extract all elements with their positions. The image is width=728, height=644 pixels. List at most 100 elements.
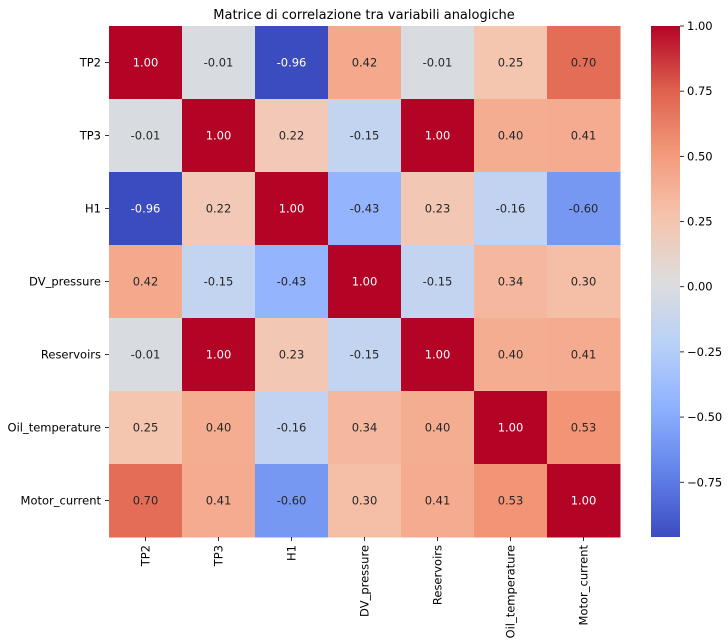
row-label: Reservoirs bbox=[41, 348, 101, 362]
column-label: Oil_temperature bbox=[504, 545, 518, 638]
cell-value-label: -0.15 bbox=[350, 348, 380, 362]
cell-value-label: -0.43 bbox=[350, 202, 380, 216]
heatmap-cell bbox=[255, 172, 329, 246]
heatmap-cell bbox=[182, 464, 256, 538]
heatmap-cell bbox=[474, 318, 548, 392]
cell-value-label: 0.23 bbox=[279, 348, 305, 362]
heatmap-cell bbox=[328, 245, 402, 319]
heatmap-cell bbox=[255, 464, 329, 538]
heatmap-cell bbox=[182, 318, 256, 392]
heatmap-cell bbox=[328, 318, 402, 392]
cell-value-label: 1.00 bbox=[498, 421, 524, 435]
heatmap-cell bbox=[255, 318, 329, 392]
cell-value-label: 0.70 bbox=[133, 494, 159, 508]
column-label: TP2 bbox=[139, 545, 153, 567]
heatmap-cell bbox=[255, 26, 329, 100]
heatmap-cell bbox=[109, 464, 183, 538]
heatmap-cell bbox=[474, 26, 548, 100]
heatmap-cell bbox=[182, 245, 256, 319]
cell-value-label: 1.00 bbox=[279, 202, 305, 216]
cell-value-label: 0.41 bbox=[425, 494, 451, 508]
heatmap-cell bbox=[182, 391, 256, 465]
cell-value-label: 0.40 bbox=[498, 129, 524, 143]
cell-value-label: 1.00 bbox=[206, 348, 232, 362]
row-label: DV_pressure bbox=[29, 275, 101, 289]
colorbar-tick-label: 0.75 bbox=[687, 84, 713, 98]
heatmap-cell bbox=[328, 464, 402, 538]
chart-title: Matrice di correlazione tra variabili an… bbox=[213, 8, 514, 23]
heatmap-cell bbox=[547, 318, 621, 392]
cell-value-label: 0.53 bbox=[498, 494, 524, 508]
row-label: TP2 bbox=[79, 56, 101, 70]
cell-value-label: -0.01 bbox=[131, 129, 161, 143]
colorbar-tick-label: 0.25 bbox=[687, 215, 713, 229]
colorbar-ticks: 1.00 0.75 0.50 0.25 0.00 −0.25 −0.50 −0.75 bbox=[680, 19, 722, 489]
cell-value-label: 1.00 bbox=[133, 56, 159, 70]
cell-value-label: -0.01 bbox=[131, 348, 161, 362]
heatmap-cells: 1.00 -0.01 -0.96 0.42 -0.01 0.25 0.70 -0.01 1.00… bbox=[109, 26, 621, 538]
heatmap-cell bbox=[401, 26, 475, 100]
heatmap-cell bbox=[401, 172, 475, 246]
row-label: Motor_current bbox=[21, 494, 102, 508]
cell-value-label: 0.30 bbox=[352, 494, 378, 508]
heatmap-cell bbox=[474, 245, 548, 319]
heatmap-cell bbox=[328, 391, 402, 465]
cell-value-label: 0.34 bbox=[498, 275, 524, 289]
column-label: DV_pressure bbox=[358, 545, 372, 617]
cell-value-label: 0.42 bbox=[352, 56, 378, 70]
colorbar-tick-label: −0.75 bbox=[687, 475, 722, 489]
heatmap-cell bbox=[255, 391, 329, 465]
cell-value-label: -0.01 bbox=[423, 56, 453, 70]
cell-value-label: -0.60 bbox=[569, 202, 599, 216]
heatmap-cell bbox=[182, 172, 256, 246]
cell-value-label: -0.15 bbox=[204, 275, 234, 289]
colorbar-tick-label: −0.25 bbox=[687, 345, 722, 359]
heatmap-cell bbox=[474, 172, 548, 246]
cell-value-label: 1.00 bbox=[425, 348, 451, 362]
heatmap-cell bbox=[474, 391, 548, 465]
heatmap-cell bbox=[182, 26, 256, 100]
cell-value-label: 1.00 bbox=[206, 129, 232, 143]
column-labels: TP2 TP3 H1 DV_pressure Reservoirs Oil_tempera… bbox=[139, 537, 591, 638]
cell-value-label: 1.00 bbox=[425, 129, 451, 143]
column-label: Reservoirs bbox=[431, 545, 445, 605]
cell-value-label: 0.70 bbox=[571, 56, 597, 70]
cell-value-label: 0.23 bbox=[425, 202, 451, 216]
colorbar-tick-label: 1.00 bbox=[687, 19, 713, 33]
heatmap-cell bbox=[474, 99, 548, 173]
heatmap-cell bbox=[182, 99, 256, 173]
cell-value-label: -0.96 bbox=[277, 56, 307, 70]
cell-value-label: -0.60 bbox=[277, 494, 307, 508]
heatmap-cell bbox=[255, 99, 329, 173]
heatmap-cell bbox=[109, 318, 183, 392]
row-label: Oil_temperature bbox=[8, 421, 101, 435]
cell-value-label: -0.01 bbox=[204, 56, 234, 70]
cell-value-label: 0.34 bbox=[352, 421, 378, 435]
column-label: Motor_current bbox=[577, 545, 591, 626]
cell-value-label: 0.41 bbox=[206, 494, 232, 508]
heatmap-cell bbox=[109, 172, 183, 246]
heatmap-cell bbox=[547, 26, 621, 100]
cell-value-label: -0.15 bbox=[350, 129, 380, 143]
heatmap-cell bbox=[547, 464, 621, 538]
colorbar-gradient bbox=[651, 26, 680, 537]
column-label: TP3 bbox=[212, 545, 226, 567]
cell-value-label: -0.15 bbox=[423, 275, 453, 289]
cell-value-label: 0.41 bbox=[571, 129, 597, 143]
colorbar-tick-label: 0.50 bbox=[687, 149, 713, 163]
row-label: TP3 bbox=[79, 129, 101, 143]
heatmap-cell bbox=[255, 245, 329, 319]
cell-value-label: -0.16 bbox=[496, 202, 526, 216]
heatmap-cell bbox=[109, 99, 183, 173]
cell-value-label: 1.00 bbox=[571, 494, 597, 508]
heatmap-cell bbox=[328, 99, 402, 173]
row-label: H1 bbox=[85, 202, 101, 216]
colorbar: 1.00 0.75 0.50 0.25 0.00 −0.25 −0.50 −0.75 bbox=[651, 19, 722, 537]
cell-value-label: 0.53 bbox=[571, 421, 597, 435]
heatmap-cell bbox=[547, 172, 621, 246]
heatmap-cell bbox=[401, 391, 475, 465]
cell-value-label: 0.40 bbox=[206, 421, 232, 435]
cell-value-label: -0.43 bbox=[277, 275, 307, 289]
cell-value-label: 0.40 bbox=[425, 421, 451, 435]
colorbar-tick-label: 0.00 bbox=[687, 280, 713, 294]
